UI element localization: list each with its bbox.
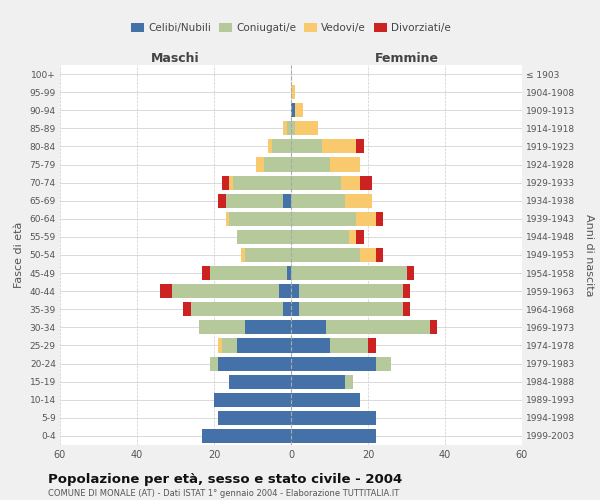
Bar <box>360 176 372 190</box>
Bar <box>407 266 414 280</box>
Bar <box>291 392 360 407</box>
Bar <box>403 284 410 298</box>
Bar <box>218 356 291 370</box>
Bar <box>345 374 353 388</box>
Bar <box>299 284 403 298</box>
Bar <box>291 302 299 316</box>
Bar <box>241 248 245 262</box>
Bar <box>222 338 237 352</box>
Bar <box>356 212 376 226</box>
Bar <box>291 374 345 388</box>
Bar <box>291 85 295 99</box>
Bar <box>291 140 322 153</box>
Bar <box>237 230 291 244</box>
Bar <box>326 320 430 334</box>
Bar <box>229 212 291 226</box>
Bar <box>291 103 295 118</box>
Legend: Celibi/Nubili, Coniugati/e, Vedovi/e, Divorziati/e: Celibi/Nubili, Coniugati/e, Vedovi/e, Di… <box>127 18 455 37</box>
Bar <box>191 302 283 316</box>
Bar <box>360 248 376 262</box>
Bar <box>291 411 376 425</box>
Bar <box>245 248 291 262</box>
Bar <box>291 284 299 298</box>
Bar <box>218 194 226 208</box>
Bar <box>295 122 318 136</box>
Bar <box>356 140 364 153</box>
Bar <box>272 140 291 153</box>
Bar <box>160 284 172 298</box>
Bar <box>329 338 368 352</box>
Bar <box>291 158 329 172</box>
Bar <box>199 320 245 334</box>
Bar <box>291 212 356 226</box>
Bar <box>295 103 302 118</box>
Bar <box>430 320 437 334</box>
Bar <box>226 212 229 226</box>
Bar <box>356 230 364 244</box>
Text: COMUNE DI MONALE (AT) - Dati ISTAT 1° gennaio 2004 - Elaborazione TUTTITALIA.IT: COMUNE DI MONALE (AT) - Dati ISTAT 1° ge… <box>48 489 399 498</box>
Bar <box>264 158 291 172</box>
Bar <box>291 176 341 190</box>
Bar <box>322 140 356 153</box>
Bar <box>287 266 291 280</box>
Bar <box>376 212 383 226</box>
Bar <box>202 429 291 443</box>
Bar <box>210 266 287 280</box>
Bar <box>222 176 229 190</box>
Bar <box>233 176 291 190</box>
Text: Popolazione per età, sesso e stato civile - 2004: Popolazione per età, sesso e stato civil… <box>48 472 402 486</box>
Bar <box>226 194 283 208</box>
Bar <box>291 266 407 280</box>
Bar <box>202 266 210 280</box>
Bar <box>229 176 233 190</box>
Bar <box>291 248 360 262</box>
Bar <box>291 356 376 370</box>
Bar <box>183 302 191 316</box>
Bar <box>287 122 291 136</box>
Bar <box>376 248 383 262</box>
Bar <box>237 338 291 352</box>
Bar <box>218 338 222 352</box>
Bar <box>376 356 391 370</box>
Bar <box>368 338 376 352</box>
Bar <box>349 230 356 244</box>
Bar <box>172 284 280 298</box>
Text: Femmine: Femmine <box>374 52 439 65</box>
Y-axis label: Fasce di età: Fasce di età <box>14 222 24 288</box>
Bar <box>268 140 272 153</box>
Text: Maschi: Maschi <box>151 52 200 65</box>
Bar <box>291 320 326 334</box>
Bar <box>329 158 360 172</box>
Bar <box>283 122 287 136</box>
Y-axis label: Anni di nascita: Anni di nascita <box>584 214 594 296</box>
Bar <box>291 429 376 443</box>
Bar <box>245 320 291 334</box>
Bar <box>218 411 291 425</box>
Bar <box>403 302 410 316</box>
Bar <box>229 374 291 388</box>
Bar <box>291 230 349 244</box>
Bar <box>291 122 295 136</box>
Bar <box>214 392 291 407</box>
Bar <box>210 356 218 370</box>
Bar <box>345 194 372 208</box>
Bar <box>283 302 291 316</box>
Bar <box>341 176 360 190</box>
Bar <box>283 194 291 208</box>
Bar <box>256 158 264 172</box>
Bar <box>291 338 329 352</box>
Bar <box>291 194 345 208</box>
Bar <box>299 302 403 316</box>
Bar <box>280 284 291 298</box>
